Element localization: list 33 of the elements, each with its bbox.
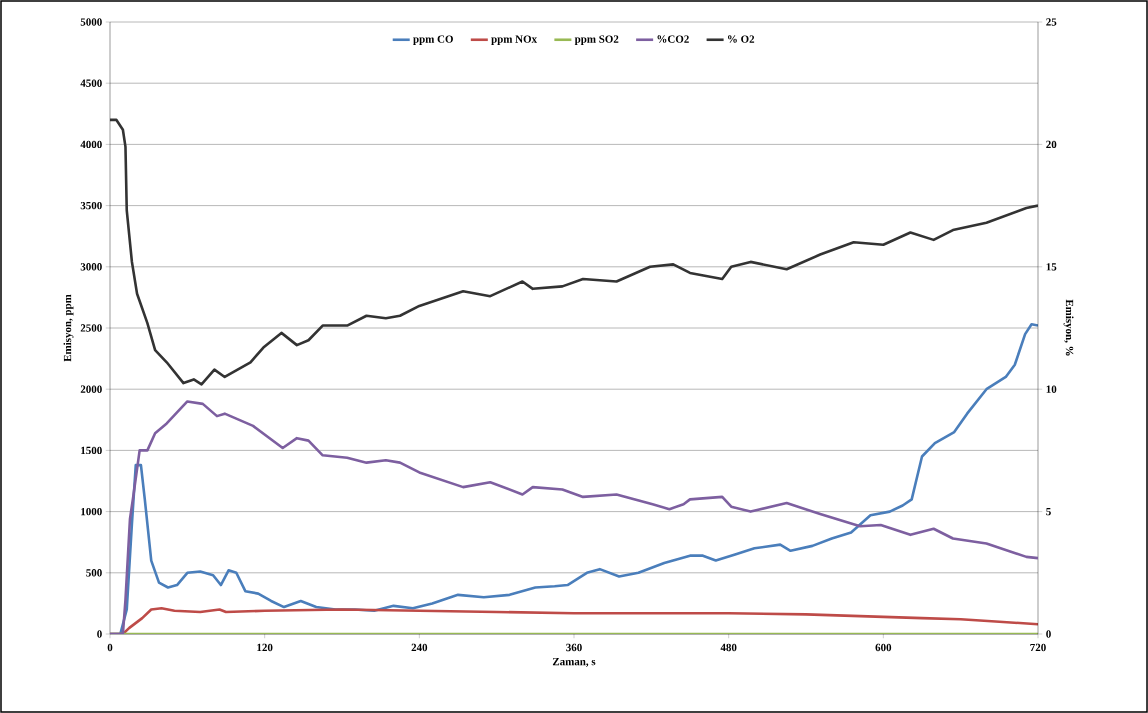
y2-tick-label: 0 — [1046, 630, 1051, 638]
line-series — [110, 118, 1039, 386]
y-tick-label: 2000 — [80, 385, 102, 393]
legend-label: % O2 — [728, 35, 755, 43]
y-tick-label: 1500 — [81, 446, 102, 455]
y2-tick-label: 10 — [1046, 385, 1057, 393]
y-tick-label: 500 — [86, 569, 102, 577]
y-axis-title: Emisyon, ppm — [63, 294, 74, 362]
y-tick-label: 0 — [97, 630, 102, 638]
x-tick-label: 120 — [257, 643, 273, 652]
x-axis-title: Zaman, s — [552, 658, 596, 667]
legend-label: ppm SO2 — [574, 35, 619, 45]
x-tick-label: 0 — [107, 643, 113, 652]
legend-label: ppm CO — [413, 35, 453, 45]
y2-tick-label: 5 — [1046, 507, 1051, 516]
x-tick-label: 480 — [720, 643, 737, 652]
y-tick-label: 2500 — [80, 324, 102, 332]
x-tick-label: 360 — [566, 643, 582, 652]
legend-label: %CO2 — [657, 35, 689, 43]
y-tick-label: 4500 — [80, 79, 102, 87]
y-tick-label: 4000 — [80, 140, 102, 149]
y-tick-label: 3000 — [80, 263, 102, 271]
y-tick-label: 5000 — [80, 18, 102, 26]
y2-tick-label: 25 — [1046, 18, 1057, 26]
x-tick-label: 600 — [875, 643, 892, 652]
y2-tick-label: 20 — [1046, 140, 1057, 149]
y-tick-label: 3500 — [80, 201, 102, 210]
x-tick-label: 720 — [1030, 643, 1046, 652]
y-tick-label: 1000 — [81, 507, 102, 516]
x-tick-label: 240 — [411, 643, 428, 652]
legend-label: ppm NOx — [491, 35, 538, 45]
y2-axis-title: Emisyon, % — [1063, 299, 1074, 356]
y2-tick-label: 15 — [1046, 263, 1057, 271]
